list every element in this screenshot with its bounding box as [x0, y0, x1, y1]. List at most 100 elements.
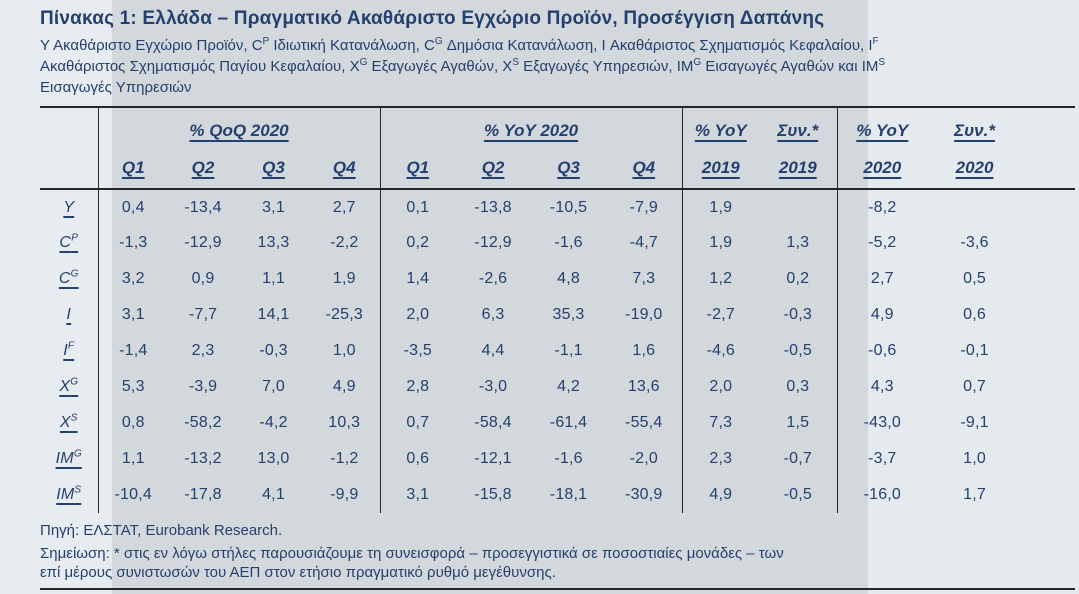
data-cell: -16,0: [836, 477, 928, 513]
footnote-line: Σημείωση: * στις εν λόγω στήλες παρουσιά…: [40, 545, 784, 562]
data-cell: 4,2: [557, 378, 580, 395]
underlined-text: Q3: [262, 157, 285, 177]
data-cell: -1,1: [554, 342, 583, 359]
underlined-text: Q1: [406, 157, 430, 177]
data-cell: 4,9: [836, 297, 928, 333]
data-cell: -0,3: [783, 306, 812, 323]
underlined-text: IMG: [55, 448, 82, 467]
spacer-cell: [1022, 225, 1075, 261]
quarter-header: Q3: [531, 147, 607, 190]
data-cell: -3,5: [379, 333, 456, 369]
data-cell: -0,1: [960, 342, 989, 359]
underlined-text: Y: [63, 198, 75, 216]
data-cell: -7,9: [629, 198, 658, 216]
data-cell: 7,3: [632, 270, 656, 287]
group-header: % YoY 2020: [379, 107, 683, 147]
data-cell: -25,3: [325, 306, 363, 323]
data-cell: -12,1: [474, 450, 512, 467]
data-cell: 0,6: [379, 441, 456, 477]
data-cell: -18,1: [549, 486, 588, 503]
footnote-line: επί μέρους συνιστωσών του ΑΕΠ στον ετήσι…: [40, 564, 556, 581]
data-cell: 1,1: [97, 441, 168, 477]
data-cell: -0,7: [783, 450, 812, 467]
data-cell: 13,3: [257, 234, 290, 251]
column-header: Συν.*: [927, 107, 1022, 147]
underlined-text: Q2: [191, 157, 215, 177]
table-row: I 3,1 -7,7 14,1 -25,3 2,0 6,3 35,3 -19,0 -2,7 -0,3…: [40, 297, 1075, 333]
data-cell: 4,9: [332, 378, 356, 395]
spacer-cell: [1022, 333, 1075, 369]
underlined-text: IF: [63, 340, 75, 359]
data-cell: 13,0: [257, 450, 290, 467]
data-cell: -9,9: [330, 486, 359, 503]
data-cell: 5,3: [97, 369, 168, 405]
data-cell: 0,6: [963, 306, 986, 323]
table-subtitle: Υ Ακαθάριστο Εγχώριο Προϊόν, CP Ιδιωτική…: [40, 35, 1075, 98]
data-cell: 3,1: [262, 198, 285, 216]
data-cell: 14,1: [257, 306, 290, 323]
data-cell: 10,3: [328, 414, 361, 431]
underlined-text: 2019: [701, 157, 740, 177]
data-cell: -4,6: [681, 333, 760, 369]
year-header: 2020: [836, 147, 928, 190]
data-cell: 35,3: [552, 306, 585, 323]
column-header: % YoY: [681, 107, 760, 147]
spacer-cell: [1022, 261, 1075, 297]
row-label: IMG: [40, 441, 98, 477]
underlined-text: Q4: [332, 157, 356, 177]
underlined-text: Q4: [632, 157, 656, 177]
table-title: Πίνακας 1: Ελλάδα – Πραγματικό Ακαθάριστ…: [40, 8, 825, 29]
data-cell: 1,9: [332, 270, 356, 287]
data-cell: -3,6: [960, 234, 989, 251]
data-cell: 0,2: [379, 225, 456, 261]
data-cell: 2,0: [379, 297, 456, 333]
data-cell: 2,7: [836, 261, 928, 297]
data-cell: 3,1: [379, 477, 456, 513]
column-header: % YoY: [836, 107, 928, 147]
data-cell: -19,0: [625, 306, 663, 323]
data-cell: -0,6: [836, 333, 928, 369]
data-cell: 1,4: [379, 261, 456, 297]
data-cell: 13,6: [627, 378, 660, 395]
data-cell: -2,7: [681, 297, 760, 333]
data-cell: -7,7: [188, 306, 218, 323]
data-cell: -1,3: [97, 225, 168, 261]
row-label: XG: [40, 369, 98, 405]
table-row: XG 5,3 -3,9 7,0 4,9 2,8 -3,0 4,2 13,6 2,0 0,3 4,3 0,…: [40, 369, 1075, 405]
data-cell: -1,6: [554, 234, 583, 251]
spacer-cell: [1022, 405, 1075, 441]
data-cell: -12,9: [474, 234, 512, 251]
underlined-text: 2020: [955, 157, 994, 177]
underlined-text: % YoY: [694, 120, 747, 140]
data-cell: -58,2: [184, 414, 222, 431]
data-cell: -1,2: [330, 450, 359, 467]
spacer-cell: [1022, 297, 1075, 333]
data-cell: 3,1: [97, 297, 168, 333]
data-cell: 1,7: [963, 486, 986, 503]
spacer-cell: [1022, 107, 1075, 147]
data-cell: 0,9: [191, 270, 215, 287]
source-line: Πηγή: ΕΛΣΤΑΤ, Eurobank Research.: [40, 522, 283, 539]
table-row: IF -1,4 2,3 -0,3 1,0 -3,5 4,4 -1,1 1,6 -4,6 -0,5 -0…: [40, 333, 1075, 369]
underlined-text: 2020: [863, 157, 902, 177]
data-cell: 1,9: [681, 189, 760, 225]
quarter-header: Q2: [455, 147, 532, 190]
data-cell: 7,3: [681, 405, 760, 441]
underlined-text: Q2: [481, 157, 505, 177]
data-cell: 1,0: [963, 450, 986, 467]
data-cell: -58,4: [474, 414, 512, 431]
row-label: CG: [40, 261, 98, 297]
row-label: IF: [40, 333, 98, 369]
data-cell: 1,9: [681, 225, 760, 261]
data-cell: 0,5: [963, 270, 986, 287]
quarter-header: Q1: [379, 147, 456, 190]
data-cell: -2,0: [629, 450, 658, 467]
quarter-header: Q4: [606, 147, 683, 190]
data-cell: 1,3: [786, 234, 810, 251]
data-cell: -0,5: [783, 486, 812, 503]
quarter-header: Q3: [238, 147, 309, 190]
underlined-text: 2019: [778, 157, 817, 177]
row-label: Y: [40, 189, 98, 225]
data-cell: -3,9: [188, 378, 218, 395]
data-cell: 0,1: [379, 189, 456, 225]
